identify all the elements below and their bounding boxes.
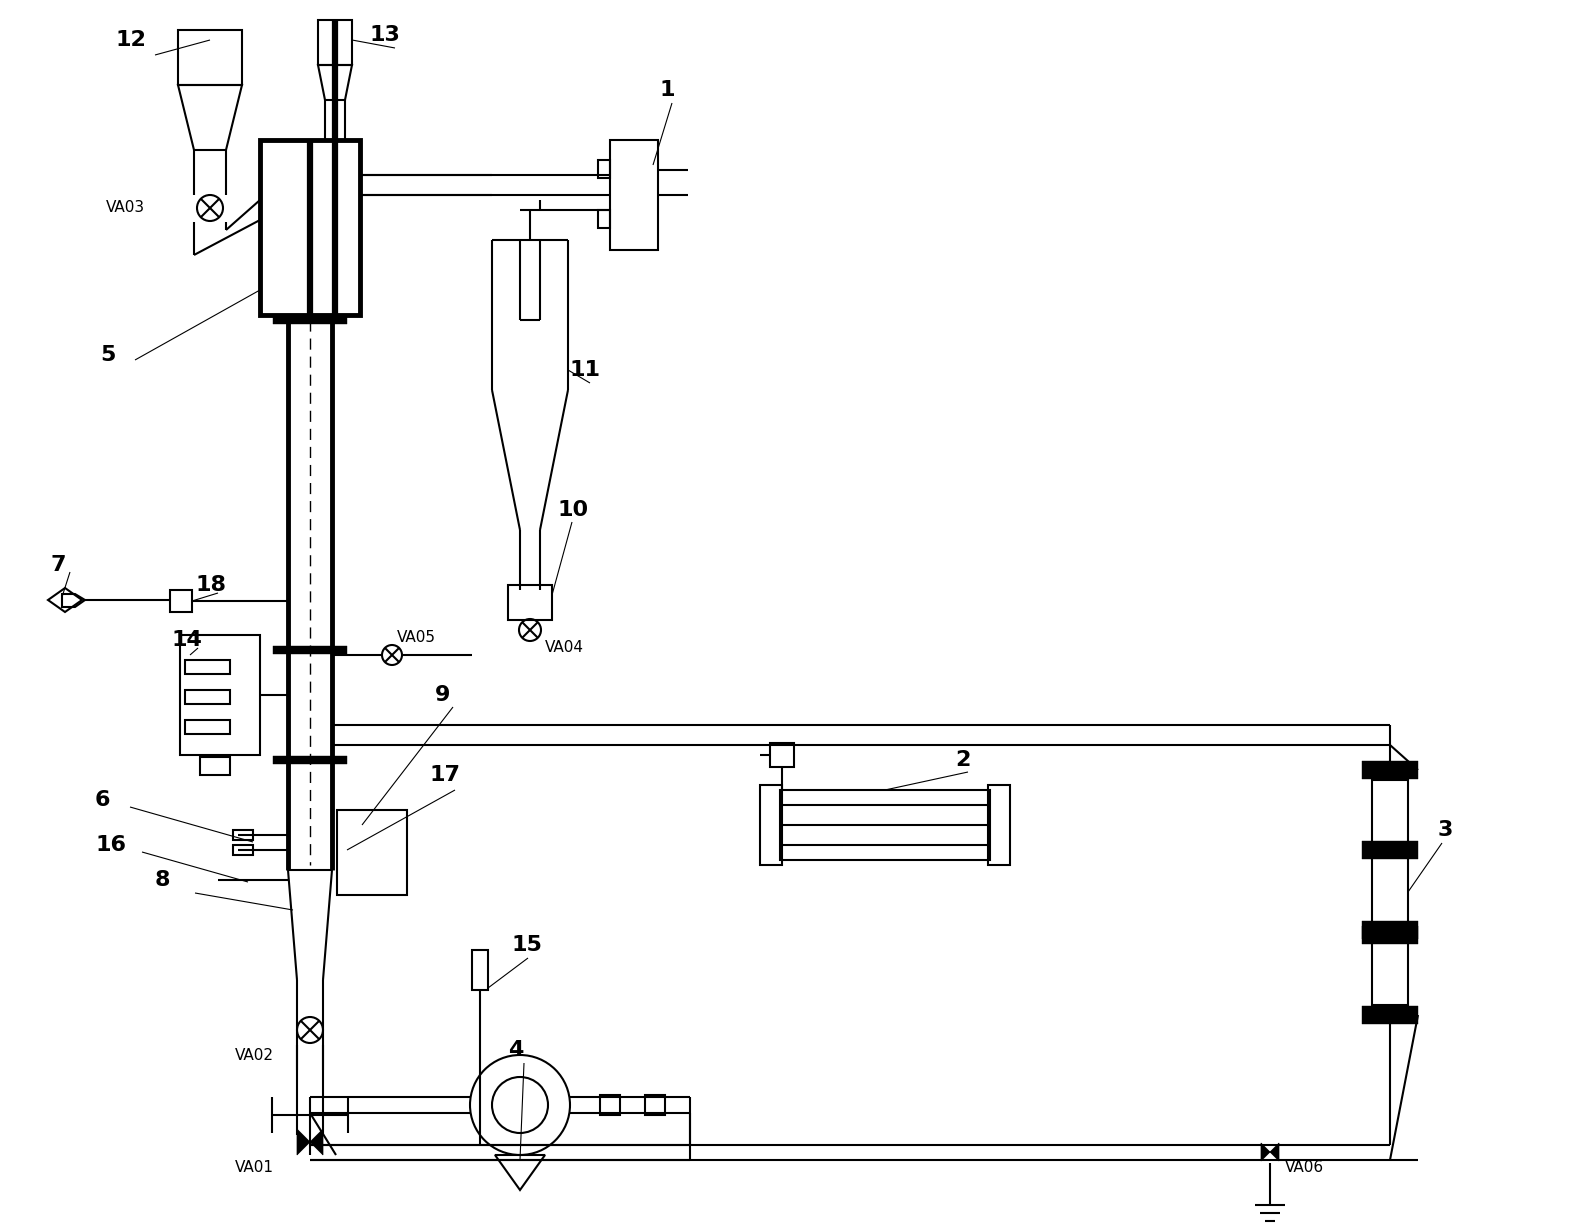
- Bar: [1362, 1007, 1419, 1024]
- Bar: [233, 846, 254, 855]
- Text: 14: 14: [173, 630, 203, 650]
- Text: VA02: VA02: [235, 1047, 274, 1063]
- Text: 12: 12: [116, 29, 146, 50]
- Bar: [780, 790, 991, 860]
- Bar: [509, 585, 552, 619]
- Bar: [1362, 925, 1419, 944]
- Text: 9: 9: [434, 685, 450, 705]
- Bar: [1373, 780, 1407, 1005]
- Bar: [185, 660, 230, 673]
- Polygon shape: [296, 1129, 323, 1155]
- Text: 16: 16: [95, 834, 125, 855]
- Bar: [338, 810, 407, 895]
- Bar: [200, 757, 230, 775]
- Bar: [273, 316, 347, 324]
- Text: VA06: VA06: [1285, 1159, 1323, 1175]
- Text: 10: 10: [558, 500, 590, 520]
- Bar: [1362, 761, 1419, 779]
- Polygon shape: [1262, 1143, 1279, 1161]
- Bar: [645, 1095, 666, 1115]
- Bar: [170, 590, 192, 612]
- Text: 6: 6: [95, 790, 111, 810]
- Text: 11: 11: [571, 360, 601, 380]
- Text: 2: 2: [956, 750, 970, 771]
- Text: VA01: VA01: [235, 1159, 274, 1175]
- Bar: [472, 950, 488, 991]
- Text: 4: 4: [509, 1040, 523, 1059]
- Bar: [185, 689, 230, 704]
- Bar: [178, 29, 243, 85]
- Text: VA04: VA04: [545, 640, 583, 655]
- Text: 18: 18: [195, 575, 227, 595]
- Text: 7: 7: [51, 556, 65, 575]
- Bar: [319, 20, 352, 65]
- Bar: [1362, 921, 1419, 939]
- Text: 8: 8: [155, 870, 171, 890]
- Bar: [185, 720, 230, 734]
- Text: 17: 17: [430, 764, 461, 785]
- Bar: [273, 756, 347, 764]
- Text: VA05: VA05: [396, 629, 436, 644]
- Bar: [610, 140, 658, 249]
- Bar: [1362, 841, 1419, 859]
- Text: 15: 15: [512, 935, 544, 955]
- Bar: [601, 1095, 620, 1115]
- Bar: [759, 785, 781, 865]
- Bar: [233, 830, 254, 839]
- Text: 3: 3: [1438, 820, 1453, 839]
- Bar: [770, 744, 794, 767]
- Bar: [273, 646, 347, 654]
- Bar: [181, 635, 260, 755]
- Bar: [260, 140, 360, 315]
- Text: 5: 5: [100, 345, 116, 365]
- Bar: [598, 210, 610, 229]
- Text: 1: 1: [659, 80, 675, 100]
- Text: VA03: VA03: [106, 200, 144, 215]
- Bar: [987, 785, 1010, 865]
- Bar: [598, 160, 610, 178]
- Text: 13: 13: [369, 25, 401, 45]
